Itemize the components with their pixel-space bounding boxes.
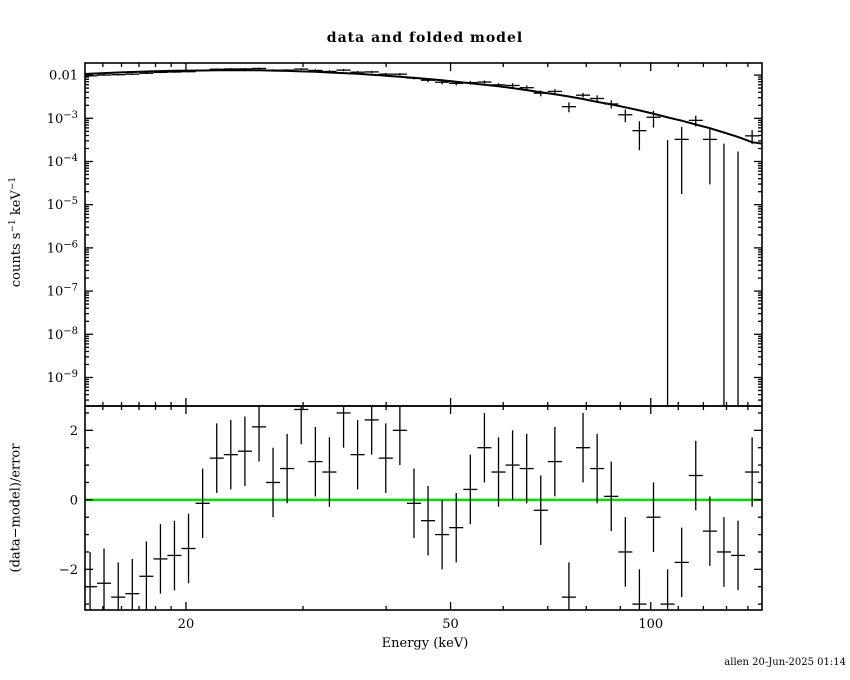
residual-axis-tick-labels: −2 0 2: [59, 424, 78, 578]
svg-text:0: 0: [70, 493, 78, 508]
residual-axis-ticks: [85, 412, 762, 605]
svg-text:10−4: 10−4: [47, 153, 78, 170]
svg-text:10−5: 10−5: [47, 196, 78, 213]
svg-text:0.01: 0.01: [49, 69, 78, 84]
panel-frames: [84, 62, 763, 611]
residual-data-points: [85, 406, 760, 610]
svg-text:50: 50: [442, 617, 459, 632]
svg-text:10−3: 10−3: [47, 110, 78, 127]
svg-text:100: 100: [638, 617, 663, 632]
spectrum-data-points: [85, 67, 760, 406]
folded-model-curve: [85, 69, 762, 145]
svg-text:−2: −2: [59, 563, 78, 578]
svg-text:10−9: 10−9: [47, 369, 78, 386]
svg-text:10−8: 10−8: [47, 326, 78, 343]
svg-text:20: 20: [178, 617, 195, 632]
chart-title: data and folded model: [326, 30, 524, 46]
counts-axis-tick-labels: 0.01 10−3 10−4 10−5 10−6 10−7 10−8 10−9: [47, 69, 78, 386]
svg-text:2: 2: [70, 424, 78, 439]
x-axis-label: Energy (keV): [381, 636, 469, 651]
x-axis-tick-labels: 20 50 100: [178, 617, 663, 632]
counts-axis-ticks: [85, 74, 762, 401]
timestamp-label: allen 20-Jun-2025 01:14: [724, 657, 846, 668]
svg-text:10−6: 10−6: [47, 239, 78, 256]
svg-text:10−7: 10−7: [47, 283, 78, 300]
x-axis-ticks: [102, 63, 749, 610]
